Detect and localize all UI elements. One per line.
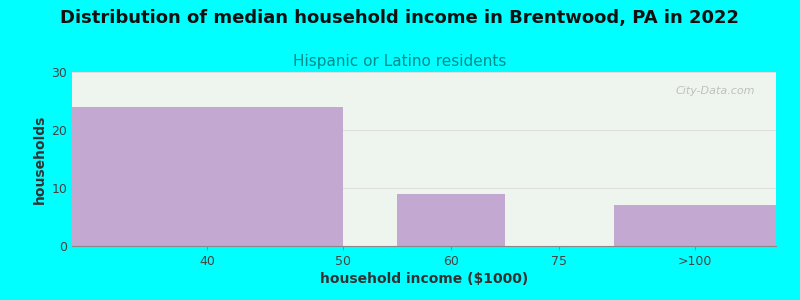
Text: Distribution of median household income in Brentwood, PA in 2022: Distribution of median household income …	[61, 9, 739, 27]
X-axis label: household income ($1000): household income ($1000)	[320, 272, 528, 286]
Y-axis label: households: households	[33, 114, 47, 204]
Bar	[614, 206, 776, 246]
Bar	[72, 107, 342, 246]
Bar	[397, 194, 506, 246]
Text: City-Data.com: City-Data.com	[675, 86, 755, 96]
Text: Hispanic or Latino residents: Hispanic or Latino residents	[294, 54, 506, 69]
